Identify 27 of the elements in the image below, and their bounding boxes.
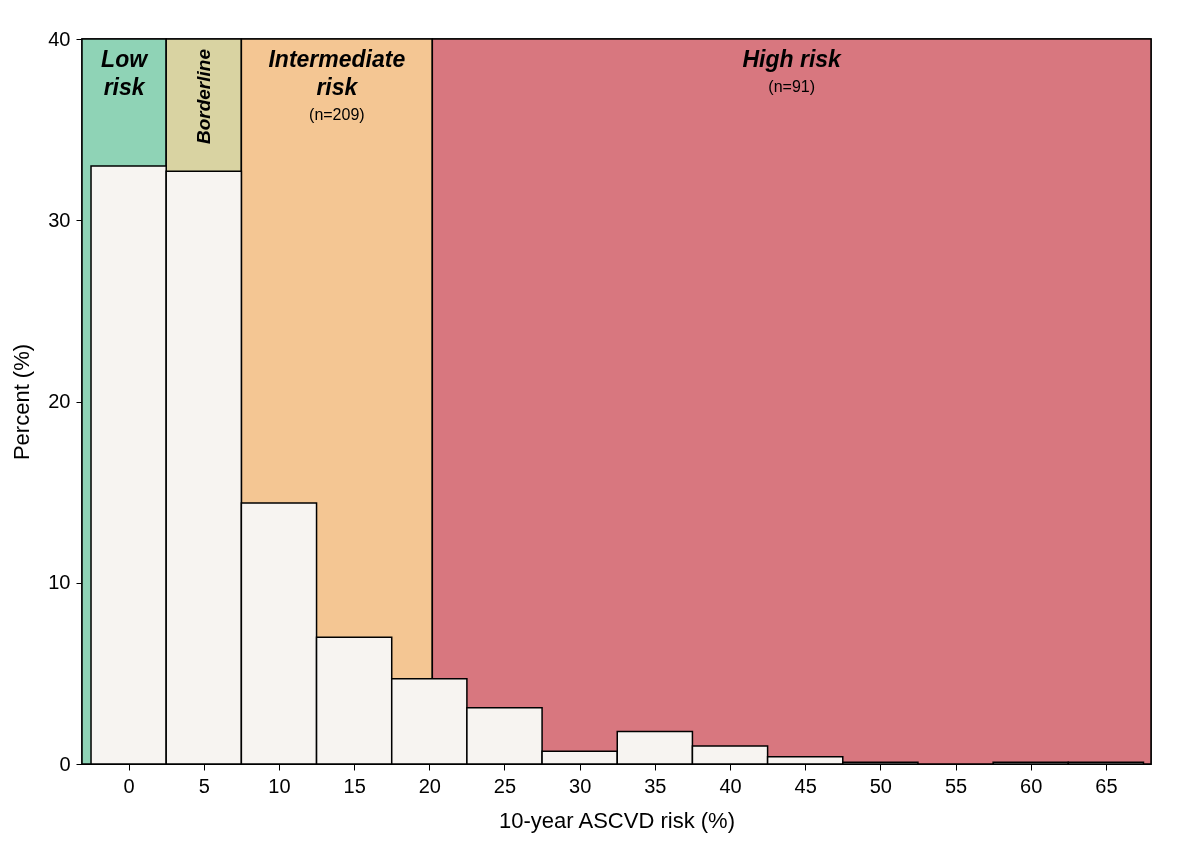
x-tick-label: 20 bbox=[418, 774, 441, 797]
x-tick-label: 25 bbox=[493, 774, 517, 797]
x-tick-label: 0 bbox=[123, 774, 135, 797]
band-label: Intermediate risk bbox=[268, 46, 406, 100]
band-label: Borderline bbox=[192, 48, 214, 145]
x-tick-label: 60 bbox=[1020, 774, 1043, 797]
annotation: (n=209) bbox=[309, 106, 365, 123]
y-tick-label: 40 bbox=[48, 27, 71, 50]
x-tick-label: 55 bbox=[944, 774, 968, 797]
y-tick-label: 30 bbox=[48, 208, 71, 231]
band-label: High risk bbox=[742, 46, 843, 72]
x-tick-label: 35 bbox=[644, 774, 667, 797]
x-tick-label: 5 bbox=[198, 774, 210, 797]
x-axis-title: 10-year ASCVD risk (%) bbox=[499, 807, 735, 833]
x-tick-label: 30 bbox=[569, 774, 592, 797]
x-tick-label: 40 bbox=[719, 774, 742, 797]
y-tick-label: 0 bbox=[59, 752, 71, 775]
x-tick-label: 65 bbox=[1095, 774, 1118, 797]
x-tick-label: 50 bbox=[869, 774, 892, 797]
y-tick-label: 20 bbox=[48, 390, 71, 412]
x-tick-label: 15 bbox=[343, 774, 366, 797]
y-tick-label: 10 bbox=[48, 571, 71, 594]
y-axis-title: Percent (%) bbox=[9, 343, 35, 461]
x-tick-label: 10 bbox=[268, 774, 291, 797]
annotation: (n=91) bbox=[768, 78, 816, 95]
band-label: Low risk bbox=[101, 46, 150, 100]
x-tick-label: 45 bbox=[794, 774, 817, 797]
